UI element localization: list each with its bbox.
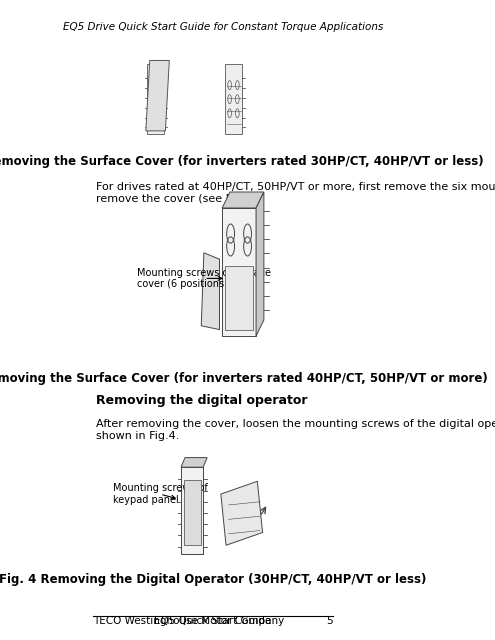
Text: Fig. 2 Removing the Surface Cover (for inverters rated 30HP/CT, 40HP/VT or less): Fig. 2 Removing the Surface Cover (for i… [0, 155, 483, 168]
Polygon shape [225, 64, 243, 134]
Polygon shape [181, 458, 207, 467]
Polygon shape [201, 253, 219, 330]
Text: Mounting screws of surface
cover (6 positions total): Mounting screws of surface cover (6 posi… [137, 268, 271, 289]
Polygon shape [222, 208, 256, 336]
Text: After removing the cover, loosen the mounting screws of the digital operator and: After removing the cover, loosen the mou… [96, 419, 495, 441]
Polygon shape [146, 61, 169, 131]
Text: 5: 5 [326, 616, 333, 626]
Text: Fig. 3 Removing the Surface Cover (for inverters rated 40HP/CT, 50HP/VT or more): Fig. 3 Removing the Surface Cover (for i… [0, 372, 488, 385]
Polygon shape [184, 480, 200, 545]
Polygon shape [181, 467, 203, 554]
Polygon shape [225, 266, 253, 330]
Text: EQ5 Drive Quick Start Guide for Constant Torque Applications: EQ5 Drive Quick Start Guide for Constant… [63, 22, 384, 33]
Polygon shape [147, 64, 164, 134]
Text: Fig. 4 Removing the Digital Operator (30HP/CT, 40HP/VT or less): Fig. 4 Removing the Digital Operator (30… [0, 573, 427, 586]
Polygon shape [256, 192, 264, 336]
Text: EQ5 Quick Start Guide: EQ5 Quick Start Guide [154, 616, 272, 626]
Polygon shape [222, 192, 264, 208]
Text: TECO Westinghouse Motor Company: TECO Westinghouse Motor Company [93, 616, 284, 626]
Polygon shape [221, 481, 262, 545]
Text: Mounting screws of
keypad panel: Mounting screws of keypad panel [112, 483, 207, 505]
Text: For drives rated at 40HP/CT, 50HP/VT or more, first remove the six mounting scre: For drives rated at 40HP/CT, 50HP/VT or … [96, 182, 495, 204]
Text: Removing the digital operator: Removing the digital operator [96, 394, 307, 406]
